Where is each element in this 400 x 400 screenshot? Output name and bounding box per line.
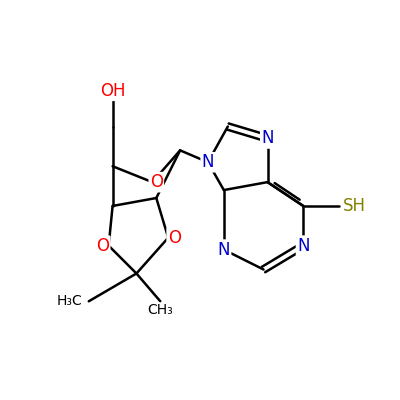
Text: CH₃: CH₃ — [148, 303, 173, 317]
Text: N: N — [261, 130, 274, 148]
Text: N: N — [297, 237, 310, 255]
Text: O: O — [150, 173, 163, 191]
Text: O: O — [96, 237, 109, 255]
Text: OH: OH — [100, 82, 125, 100]
Text: N: N — [202, 153, 214, 171]
Text: H₃C: H₃C — [57, 294, 83, 308]
Text: SH: SH — [343, 197, 366, 215]
Text: N: N — [218, 241, 230, 259]
Text: O: O — [168, 229, 181, 247]
